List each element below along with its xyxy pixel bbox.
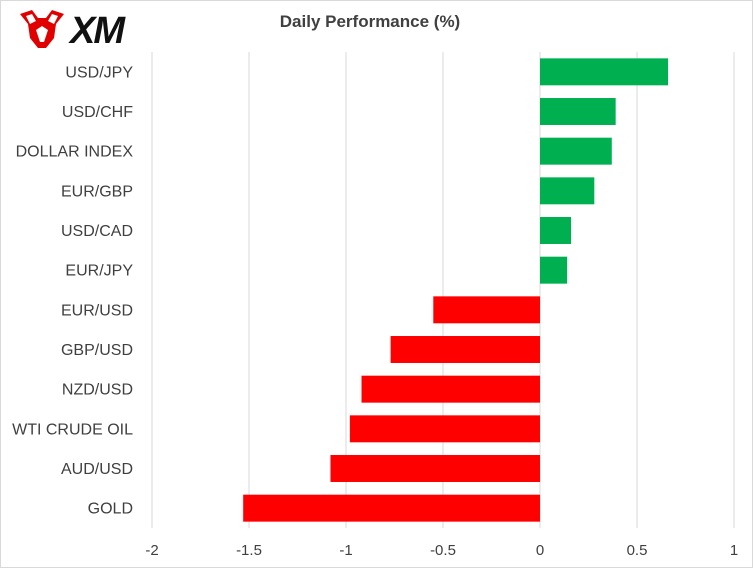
category-label: USD/CHF <box>62 104 133 121</box>
x-tick-label: -1 <box>339 542 352 559</box>
x-tick-label: -2 <box>145 542 158 559</box>
bar <box>540 217 572 244</box>
bar <box>390 336 540 363</box>
category-label: NZD/USD <box>62 382 133 399</box>
xm-logo: XM <box>16 8 156 52</box>
category-labels: USD/JPY USD/CHF DOLLAR INDEX EUR/GBP USD/CAD… <box>12 64 133 517</box>
x-tick-label: -0.5 <box>430 542 456 559</box>
category-label: USD/JPY <box>65 64 133 81</box>
chart-title: Daily Performance (%) <box>279 12 461 31</box>
x-tick-label: -1.5 <box>236 542 262 559</box>
bar <box>433 296 540 324</box>
x-tick-label: 0.5 <box>627 542 648 559</box>
bar <box>540 177 595 205</box>
logo-wordmark: XM <box>70 10 125 52</box>
category-label: EUR/JPY <box>65 263 133 280</box>
x-tick-label: 1 <box>730 542 738 559</box>
bar <box>540 137 612 165</box>
bar <box>330 455 540 482</box>
bar <box>361 375 540 403</box>
category-label: WTI CRUDE OIL <box>12 421 133 438</box>
bar <box>349 415 540 443</box>
category-label: USD/CAD <box>61 223 133 240</box>
category-label: DOLLAR INDEX <box>16 144 134 161</box>
category-label: GBP/USD <box>61 342 133 359</box>
category-label: AUD/USD <box>61 461 133 478</box>
bar <box>243 494 540 522</box>
category-label: GOLD <box>88 501 133 518</box>
gridlines <box>151 52 735 528</box>
bar <box>540 256 568 284</box>
bar <box>540 58 669 86</box>
bull-icon <box>20 10 64 48</box>
category-label: EUR/GBP <box>61 183 133 200</box>
bar <box>540 98 616 125</box>
x-tick-label: 0 <box>536 542 544 559</box>
x-axis-tick-labels: -2 -1.5 -1 -0.5 0 0.5 1 <box>145 542 738 559</box>
category-label: EUR/USD <box>61 302 133 319</box>
bars <box>243 58 669 522</box>
